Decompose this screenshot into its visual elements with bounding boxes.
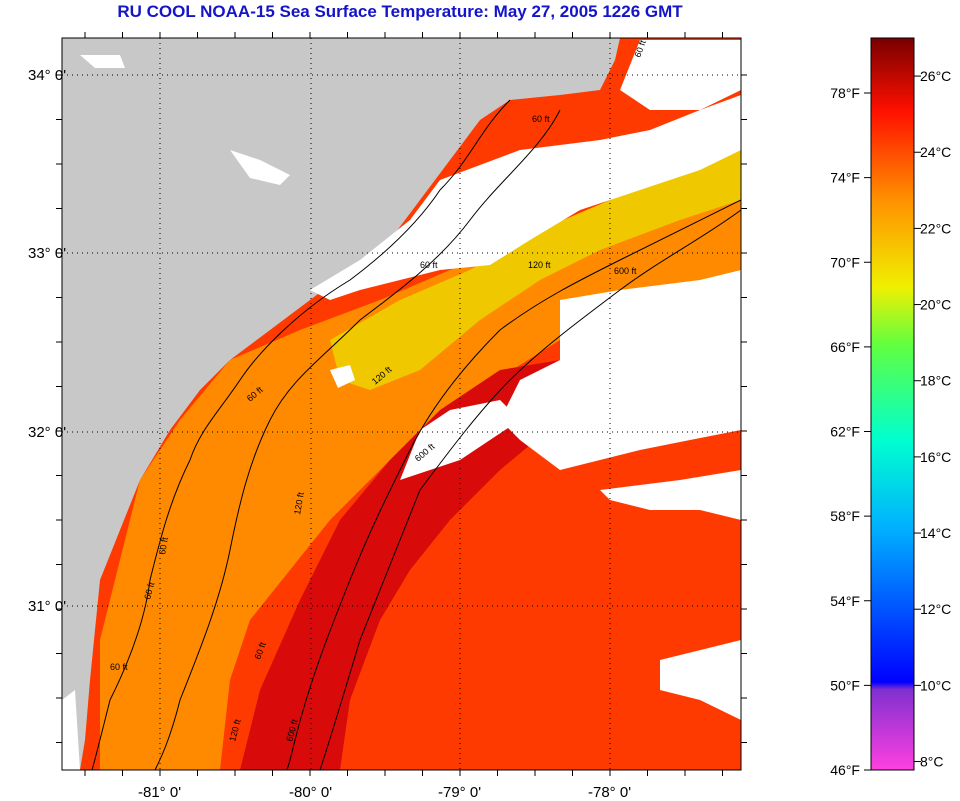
graticule bbox=[62, 38, 741, 770]
colorbar-f-label: 70°F bbox=[830, 254, 860, 270]
depth-contours bbox=[91, 99, 741, 770]
colorbar-c-label: 22°C bbox=[920, 220, 951, 236]
colorbar-c-label: 26°C bbox=[920, 68, 951, 84]
axis-ticks bbox=[56, 32, 747, 776]
colorbar-f-label: 66°F bbox=[830, 339, 860, 355]
contour-label: 60 ft bbox=[110, 662, 128, 672]
contour-label: 120 ft bbox=[292, 491, 306, 515]
cloud-mask bbox=[62, 40, 741, 770]
lat-label-33: 33° 0' bbox=[28, 245, 66, 262]
colorbar-f-label: 54°F bbox=[830, 593, 860, 609]
colorbar-c-label: 20°C bbox=[920, 297, 951, 313]
lat-label-31: 31° 0' bbox=[28, 598, 66, 615]
lon-label-79: -79° 0' bbox=[438, 784, 481, 801]
colorbar-c-label: 8°C bbox=[920, 754, 944, 770]
lon-label-78: -78° 0' bbox=[588, 784, 631, 801]
colorbar-c-label: 16°C bbox=[920, 449, 951, 465]
map-title: RU COOL NOAA-15 Sea Surface Temperature:… bbox=[117, 2, 683, 21]
colorbar: 78°F 74°F 70°F 66°F 62°F 58°F 54°F 50°F 46°F 26°… bbox=[830, 37, 951, 778]
colorbar-c-label: 10°C bbox=[920, 677, 951, 693]
colorbar-f-label: 62°F bbox=[830, 424, 860, 440]
contour-label: 60 ft bbox=[142, 581, 156, 601]
contour-label: 60 ft bbox=[420, 260, 438, 270]
map-area bbox=[62, 38, 741, 770]
map-frame bbox=[61, 37, 742, 771]
lat-label-34: 34° 0' bbox=[28, 67, 66, 84]
lat-label-32: 32° 0' bbox=[28, 424, 66, 441]
gulf-stream-core bbox=[240, 360, 560, 770]
colorbar-c-label: 12°C bbox=[920, 601, 951, 617]
colorbar-gradient bbox=[870, 37, 915, 771]
contour-label: 120 ft bbox=[528, 260, 551, 270]
contour-label: 60 ft bbox=[532, 114, 550, 124]
colorbar-f-label: 46°F bbox=[830, 762, 860, 778]
lon-label-80: -80° 0' bbox=[289, 784, 332, 801]
colorbar-f-label: 58°F bbox=[830, 508, 860, 524]
contour-label: 600 ft bbox=[614, 266, 637, 276]
colorbar-c-label: 14°C bbox=[920, 525, 951, 541]
contour-label: 60 ft bbox=[157, 536, 170, 555]
colorbar-f-label: 78°F bbox=[830, 85, 860, 101]
colorbar-f-label: 74°F bbox=[830, 170, 860, 186]
colorbar-c-label: 18°C bbox=[920, 373, 951, 389]
colorbar-f-label: 50°F bbox=[830, 677, 860, 693]
lon-label-81: -81° 0' bbox=[138, 784, 181, 801]
land-mass bbox=[62, 38, 620, 770]
colorbar-c-label: 24°C bbox=[920, 144, 951, 160]
inner-shelf-water bbox=[330, 150, 741, 390]
